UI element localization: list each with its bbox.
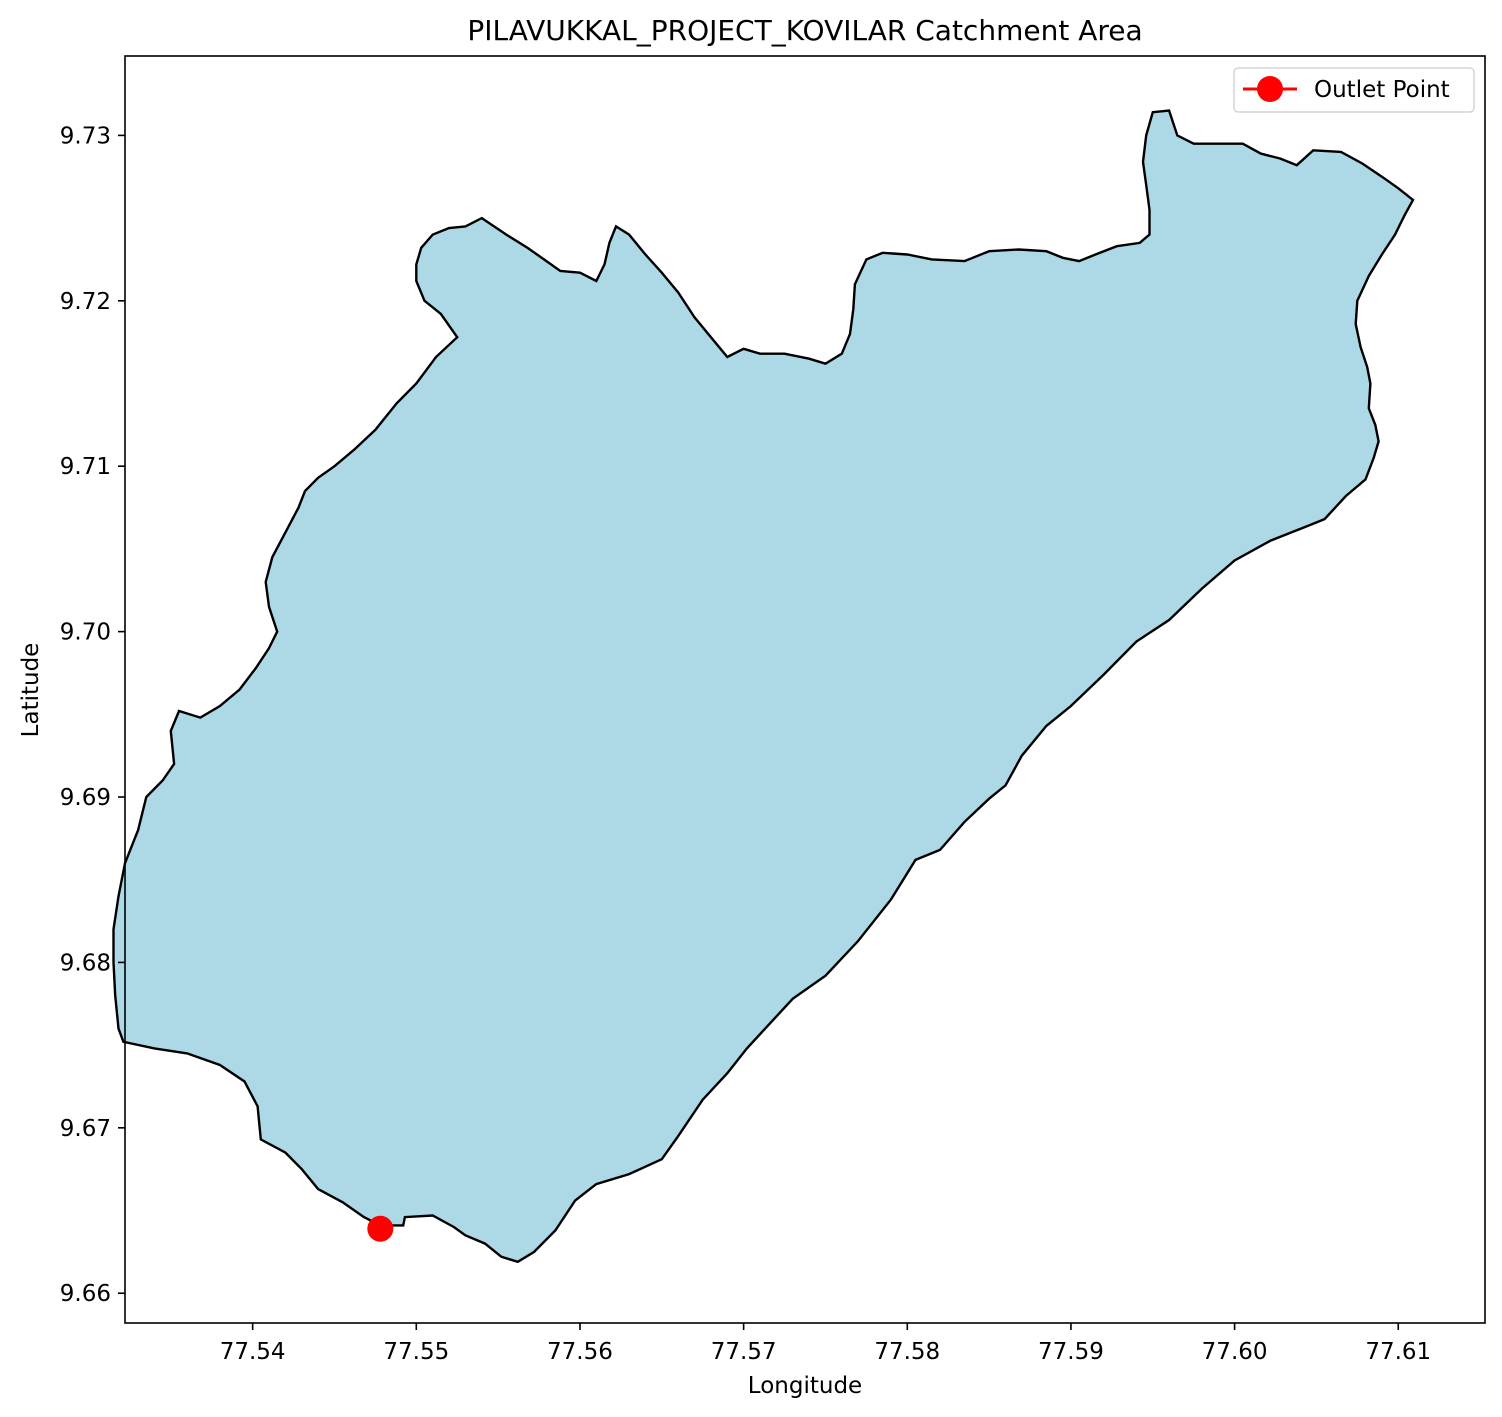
y-axis-ticks: 9.66 9.67 9.68 9.69 9.70 9.71 9.72 9.73 — [60, 123, 125, 1307]
legend: Outlet Point — [1233, 67, 1475, 113]
x-tick-label: 77.55 — [383, 1339, 449, 1365]
x-axis-label: Longitude — [748, 1373, 862, 1399]
y-tick-label: 9.70 — [60, 620, 111, 646]
catchment-polygon — [112, 109, 1415, 1264]
chart-title: PILAVUKKAL_PROJECT_KOVILAR Catchment Are… — [467, 14, 1142, 47]
y-tick-label: 9.72 — [60, 289, 111, 315]
y-axis-label: Latitude — [18, 643, 44, 738]
y-tick-label: 9.67 — [60, 1116, 111, 1142]
x-tick-label: 77.59 — [1038, 1339, 1104, 1365]
x-tick-label: 77.56 — [547, 1339, 613, 1365]
axes-frame — [124, 55, 1486, 1324]
x-tick-label: 77.60 — [1202, 1339, 1268, 1365]
x-tick-label: 77.57 — [711, 1339, 777, 1365]
x-tick-label: 77.54 — [220, 1339, 286, 1365]
legend-box — [1233, 67, 1475, 113]
plot-area — [112, 109, 1415, 1264]
x-axis-ticks: 77.54 77.55 77.56 77.57 77.58 77.59 77.60 77.61 — [220, 1323, 1431, 1365]
y-tick-label: 9.69 — [60, 785, 111, 811]
y-tick-label: 9.73 — [60, 123, 111, 149]
legend-marker-swatch — [1257, 76, 1283, 102]
x-tick-label: 77.58 — [874, 1339, 940, 1365]
y-tick-label: 9.71 — [60, 454, 111, 480]
y-tick-label: 9.68 — [60, 950, 111, 976]
legend-label-outlet-point: Outlet Point — [1314, 77, 1450, 103]
x-tick-label: 77.61 — [1365, 1339, 1431, 1365]
outlet-point-marker — [367, 1215, 394, 1242]
y-tick-label: 9.66 — [60, 1281, 111, 1307]
